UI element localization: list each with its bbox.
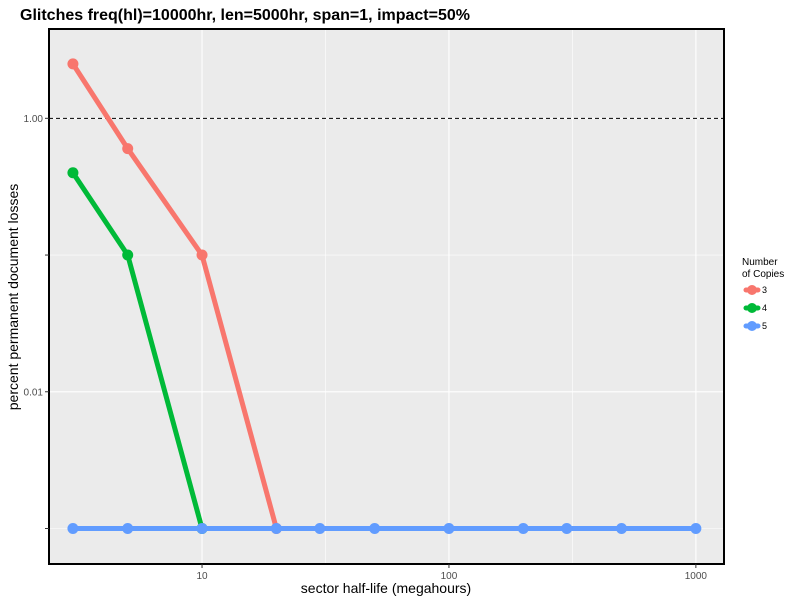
x-tick-label: 100	[441, 571, 458, 582]
data-point	[67, 523, 79, 535]
series-layer	[67, 58, 702, 535]
legend-label: 3	[762, 285, 767, 295]
series-line-3	[70, 61, 279, 531]
plot-border	[48, 28, 725, 565]
plot-panel	[49, 29, 724, 564]
data-point	[616, 523, 628, 535]
legend-label: 4	[762, 303, 767, 313]
y-axis-title: percent permanent document losses	[5, 184, 21, 410]
legend-key-point	[747, 303, 757, 313]
data-point	[443, 523, 455, 535]
axis-ticks: 10 100 1000 0.01 1.00	[24, 114, 708, 582]
legend-key-point	[747, 321, 757, 331]
data-point	[67, 167, 79, 179]
chart-title: Glitches freq(hl)=10000hr, len=5000hr, s…	[20, 7, 470, 24]
legend-item-5: 5	[743, 321, 767, 331]
data-point	[196, 523, 208, 535]
data-point	[561, 523, 573, 535]
legend: Number of Copies 3 4 5	[742, 257, 784, 331]
data-point	[122, 143, 134, 155]
data-point	[122, 523, 134, 535]
data-point	[517, 523, 529, 535]
data-point	[196, 249, 208, 261]
data-point	[690, 523, 702, 535]
data-point	[270, 523, 282, 535]
data-point	[314, 523, 326, 535]
data-point	[67, 58, 79, 70]
x-tick-label: 10	[196, 571, 208, 582]
legend-item-3: 3	[743, 285, 767, 295]
y-tick-label: 1.00	[24, 114, 44, 125]
legend-title-line-1: Number	[742, 257, 778, 268]
y-tick-label: 0.01	[24, 387, 44, 398]
x-axis-title: sector half-life (megahours)	[301, 580, 471, 596]
x-tick-label: 1000	[685, 571, 708, 582]
legend-title-line-2: of Copies	[742, 269, 784, 280]
legend-items: 3 4 5	[743, 285, 767, 331]
data-point	[122, 249, 134, 261]
legend-item-4: 4	[743, 303, 767, 313]
legend-title: Number of Copies	[742, 257, 784, 280]
legend-key-point	[747, 285, 757, 295]
series-5	[67, 523, 702, 535]
data-point	[369, 523, 381, 535]
legend-label: 5	[762, 321, 767, 331]
